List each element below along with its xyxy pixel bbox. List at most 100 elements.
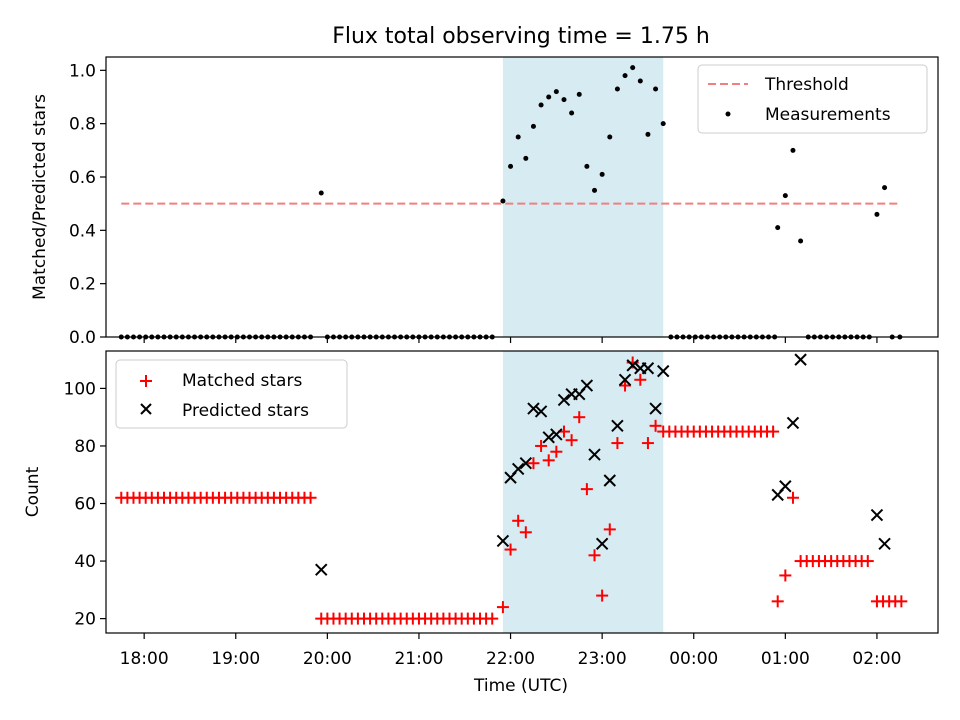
measurement-point bbox=[782, 193, 788, 199]
matched-star-point bbox=[767, 425, 780, 438]
matched-star-point bbox=[611, 437, 624, 450]
x-axis-label: Time (UTC) bbox=[473, 676, 568, 696]
predicted-star-point bbox=[527, 402, 540, 415]
matched-star-point bbox=[550, 445, 563, 458]
predicted-star-point bbox=[557, 393, 571, 407]
predicted-star-point bbox=[580, 379, 594, 392]
matched-star-point bbox=[588, 549, 601, 562]
matched-star-point bbox=[486, 612, 499, 625]
predicted-star-point bbox=[534, 405, 548, 418]
measurement-point bbox=[637, 78, 643, 84]
matched-star-point bbox=[512, 514, 525, 527]
ratio-legend: Threshold Measurements bbox=[697, 64, 928, 134]
matched-star-point bbox=[895, 595, 908, 608]
x-tick-label: 01:00 bbox=[761, 649, 810, 669]
ratio-y-tick-label: 0.2 bbox=[69, 275, 96, 295]
measurement-point bbox=[775, 225, 781, 231]
predicted-star-point bbox=[496, 534, 510, 548]
x-tick-label: 22:00 bbox=[486, 649, 535, 669]
predicted-star-point bbox=[641, 362, 655, 375]
ratio-y-tick-label: 0.0 bbox=[69, 328, 96, 348]
matched-star-point bbox=[573, 411, 586, 424]
ratio-y-tick-label: 0.8 bbox=[69, 115, 96, 135]
predicted-star-point bbox=[786, 416, 800, 430]
ratio-legend-box bbox=[697, 64, 928, 134]
x-tick-label: 19:00 bbox=[211, 649, 260, 669]
measurement-point bbox=[318, 190, 324, 196]
matched-star-point bbox=[596, 589, 609, 602]
matched-star-point bbox=[861, 555, 874, 568]
count-legend-box bbox=[115, 359, 348, 429]
ratio-y-tick-label: 0.6 bbox=[69, 168, 96, 188]
measurement-point bbox=[630, 65, 636, 71]
measurements-legend-label: Measurements bbox=[765, 105, 891, 125]
predicted-star-point bbox=[588, 448, 601, 461]
predicted-star-point bbox=[611, 419, 624, 433]
measurement-point bbox=[553, 89, 559, 95]
ratio-axes-frame bbox=[105, 56, 939, 338]
measurement-point bbox=[538, 102, 544, 108]
measurement-point bbox=[614, 86, 620, 92]
measurement-point bbox=[798, 238, 804, 244]
count-y-axis: 20 40 60 80 100 bbox=[64, 379, 106, 630]
threshold-legend-label: Threshold bbox=[764, 75, 849, 95]
count-x-axis: 18:00 19:00 20:00 21:00 22:00 23:00 00:00 01:00… bbox=[120, 633, 901, 669]
predicted-star-point bbox=[511, 462, 525, 476]
count-y-axis-label: Count bbox=[23, 466, 43, 517]
measurement-point bbox=[584, 163, 590, 169]
predicted-star-point bbox=[315, 563, 328, 576]
measurement-point bbox=[561, 97, 567, 103]
predicted-star-point bbox=[779, 480, 792, 493]
measurement-point bbox=[790, 147, 796, 153]
matched-star-point bbox=[634, 373, 647, 386]
predicted-star-point bbox=[657, 364, 670, 378]
predicted-star-point bbox=[870, 508, 884, 522]
matched-legend-label: Matched stars bbox=[182, 371, 302, 391]
matched-star-point bbox=[542, 454, 555, 467]
count-y-tick-label: 60 bbox=[74, 495, 96, 515]
chart-title: Flux total observing time = 1.75 h bbox=[332, 24, 710, 49]
measurement-point bbox=[607, 134, 613, 140]
x-tick-label: 20:00 bbox=[303, 649, 352, 669]
predicted-legend-label: Predicted stars bbox=[182, 401, 309, 421]
measurement-point bbox=[645, 131, 651, 137]
measurement-point bbox=[530, 123, 536, 129]
ratio-y-tick-label: 0.4 bbox=[69, 221, 96, 241]
matched-stars-series bbox=[115, 356, 908, 625]
measurement-point bbox=[508, 163, 514, 169]
measurement-point bbox=[576, 91, 582, 97]
ratio-y-axis-label: Matched/Predicted stars bbox=[30, 94, 50, 300]
matched-star-point bbox=[304, 491, 317, 504]
ratio-panel: 0.0 0.2 0.4 0.6 0.8 1.0 Matched/Predicted sta… bbox=[30, 56, 939, 348]
measurement-point bbox=[546, 94, 552, 100]
measurements-legend-swatch bbox=[725, 111, 731, 117]
measurement-point bbox=[599, 171, 605, 177]
predicted-stars-series bbox=[315, 353, 891, 576]
x-tick-label: 02:00 bbox=[852, 649, 901, 669]
measurement-point bbox=[622, 73, 628, 79]
predicted-star-point bbox=[794, 353, 807, 366]
x-tick-label: 21:00 bbox=[394, 649, 443, 669]
predicted-star-point bbox=[542, 431, 555, 444]
measurement-point bbox=[874, 211, 880, 217]
predicted-star-point bbox=[519, 457, 533, 470]
ratio-highlight-span bbox=[502, 57, 664, 337]
predicted-star-point bbox=[649, 402, 662, 415]
matched-star-point bbox=[580, 483, 593, 496]
ratio-x-ticks bbox=[143, 337, 878, 343]
predicted-star-point bbox=[878, 537, 891, 551]
measurement-point bbox=[515, 134, 521, 140]
count-panel: 20 40 60 80 100 18:00 19:00 20:00 21:00 22:00 23:… bbox=[23, 350, 939, 696]
ratio-y-tick-label: 1.0 bbox=[69, 61, 96, 81]
matched-star-point bbox=[504, 543, 517, 556]
count-highlight-span bbox=[502, 351, 664, 633]
predicted-star-point bbox=[618, 373, 632, 386]
count-y-tick-label: 40 bbox=[74, 552, 96, 572]
measurement-point bbox=[523, 155, 529, 161]
count-legend: Matched stars Predicted stars bbox=[115, 359, 348, 429]
count-axes-frame bbox=[105, 350, 939, 634]
matched-star-point bbox=[496, 601, 509, 614]
matched-star-point bbox=[535, 439, 548, 452]
predicted-star-point bbox=[550, 428, 563, 441]
